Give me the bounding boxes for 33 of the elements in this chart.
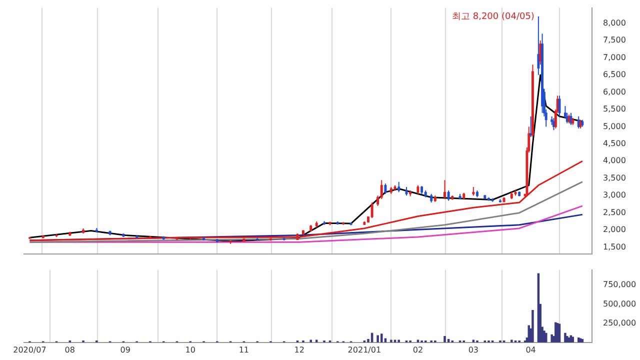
- x-tick-label: 04: [526, 345, 536, 354]
- y-tick-label: 2,500: [603, 208, 626, 217]
- y-tick-label: 5,500: [603, 104, 626, 114]
- y-tick-label: 3,000: [603, 190, 626, 200]
- bar: [564, 332, 566, 342]
- y-tick-label: 6,500: [603, 70, 626, 80]
- bar: [532, 310, 534, 342]
- y-tick-label: 250,000: [603, 318, 636, 328]
- x-tick-label: 09: [120, 345, 130, 354]
- annotation: 최고 8,200 (04/05): [452, 12, 534, 22]
- y-tick-label: 8,000: [603, 18, 626, 28]
- x-tick-label: 02: [412, 345, 424, 354]
- x-tick-label: 08: [64, 345, 75, 354]
- y-tick-label: 1,500: [603, 242, 626, 252]
- x-tick-label: 10: [185, 345, 196, 354]
- y-tick-label: 750,000: [603, 280, 636, 290]
- y-tick-label: 6,000: [603, 87, 626, 96]
- bar: [376, 335, 379, 342]
- y-tick-label: 2,000: [603, 225, 626, 234]
- y-tick-label: 3,500: [603, 173, 626, 182]
- bar: [380, 334, 383, 342]
- x-tick-label: 2021/01: [348, 345, 382, 354]
- x-tick-label: 03: [468, 345, 479, 354]
- x-tick-label: 12: [294, 345, 304, 354]
- y-tick-label: 4,000: [603, 156, 626, 166]
- y-tick-label: 7,500: [603, 36, 626, 45]
- y-tick-label: 5,000: [603, 122, 626, 131]
- y-tick-label: 500,000: [603, 299, 636, 308]
- bar: [444, 336, 446, 342]
- x-tick-label: 2020/07: [13, 345, 46, 354]
- y-tick-label: 4,500: [603, 139, 626, 148]
- y-tick-label: 7,000: [603, 52, 626, 62]
- x-tick-label: 11: [238, 345, 250, 354]
